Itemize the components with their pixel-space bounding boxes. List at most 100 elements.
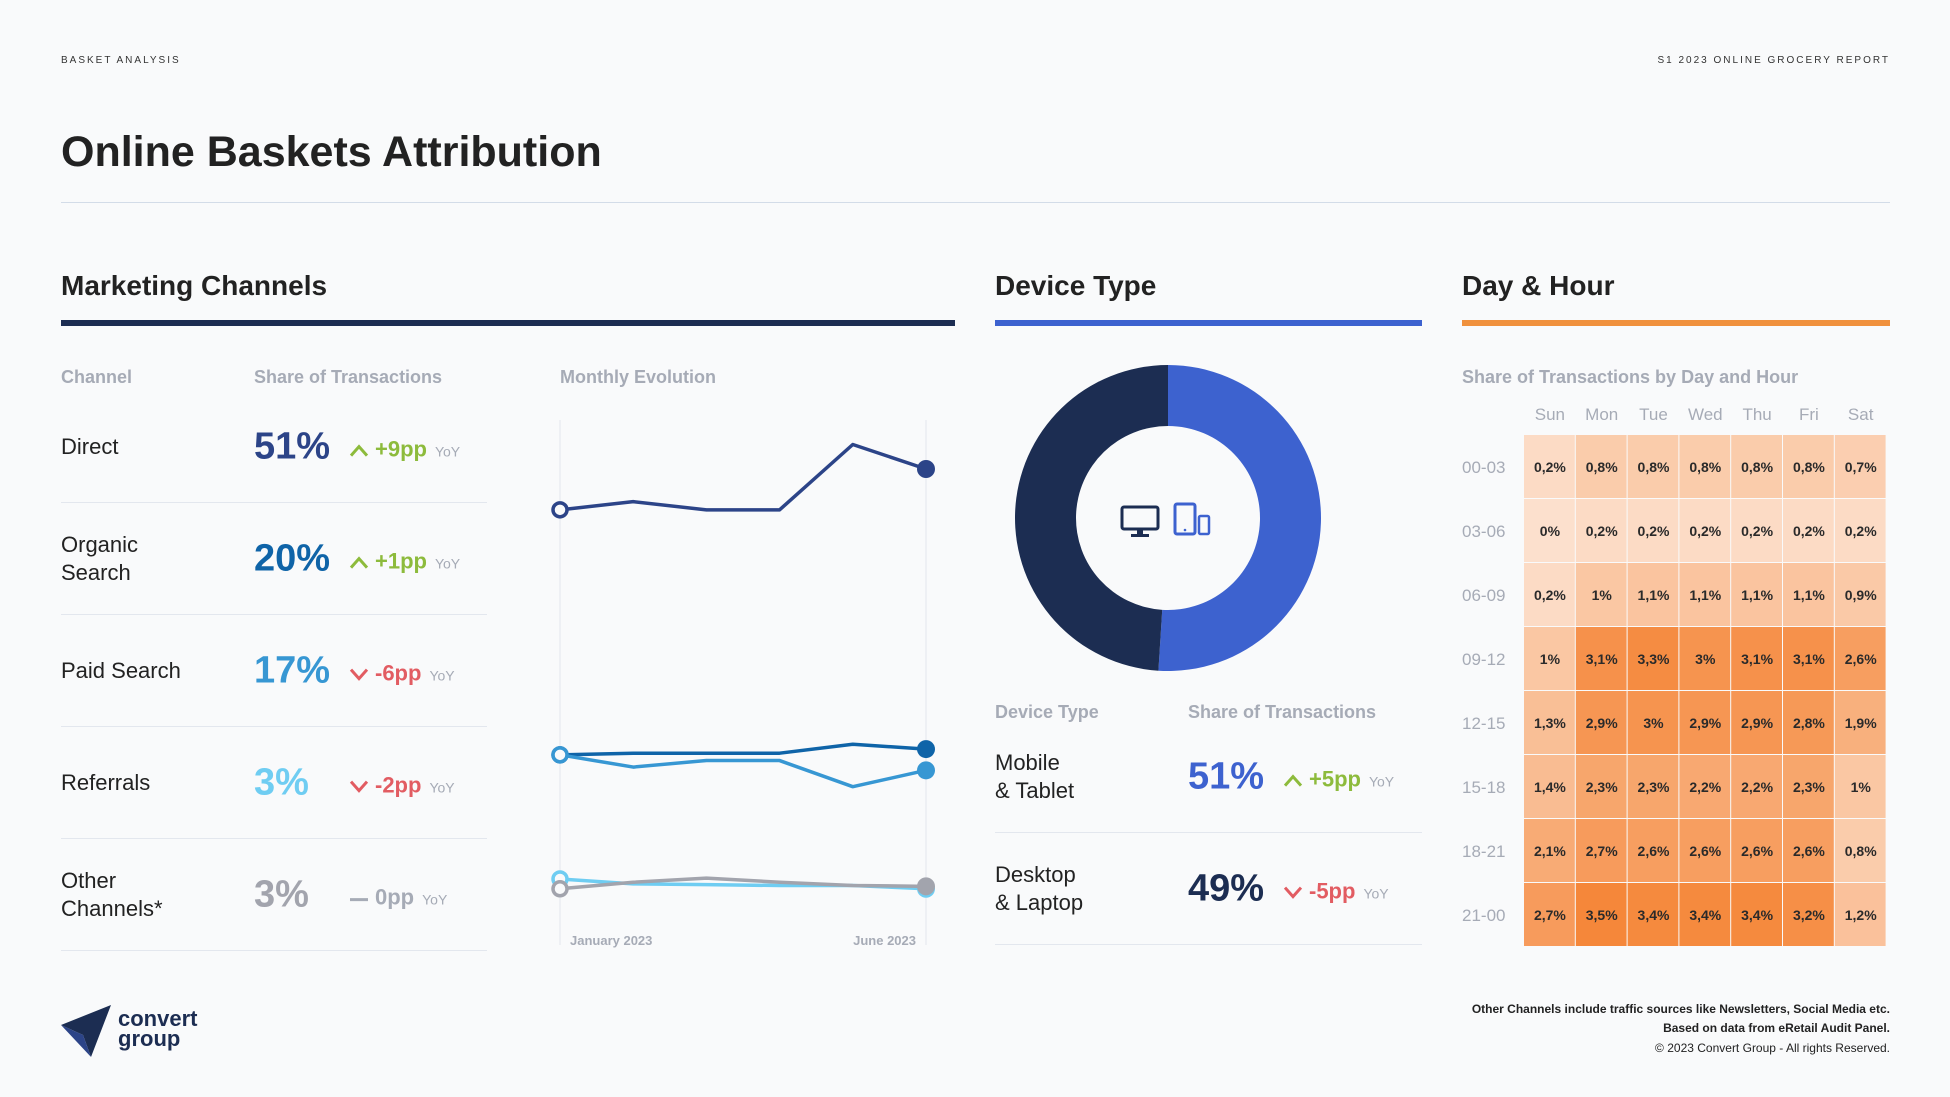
heatmap-row-label: 15-18 [1462,778,1505,797]
channel-delta-value: -6pp [375,660,422,686]
heatmap-cell-value: 0,8% [1638,459,1670,475]
heatmap-cell-value: 3,4% [1689,907,1721,923]
heatmap-cell [1627,819,1679,882]
heatmap-cell-value: 0% [1540,523,1561,539]
heatmap-row-label: 06-09 [1462,586,1505,605]
channel-row: Paid Search 17% -6pp YoY [61,615,487,727]
section-label: BASKET ANALYSIS [61,55,181,66]
tablet-icon [1173,502,1197,536]
series-line-4 [559,876,927,891]
dash-icon [350,897,368,901]
heatmap-cell [1783,627,1834,690]
heatmap-cell [1524,627,1575,690]
marketing-section-bar [61,320,955,326]
device-donut-chart [1015,365,1322,671]
heatmap-cell-value: 1,9% [1845,715,1877,731]
footnote-data-source: Based on data from eRetail Audit Panel. [1663,1021,1890,1035]
heatmap-col-label: Wed [1688,405,1723,424]
heatmap-cell-value: 2,6% [1689,843,1721,859]
heatmap-cell-value: 0,7% [1845,459,1877,475]
x-tick-label-end: June 2023 [853,933,916,948]
heatmap-cell [1575,691,1627,754]
heatmap-cell [1679,755,1731,818]
heatmap-cell-value: 2,6% [1793,843,1825,859]
arrow-down-icon [349,780,369,793]
device-share: 51% [1188,755,1265,797]
monthly-evolution-chart: January 2023 June 2023 [551,420,935,948]
heatmap-cell-value: 2,9% [1689,715,1721,731]
heatmap-cell [1783,691,1834,754]
heatmap-cell [1575,819,1627,882]
heatmap-cell-value: 0,8% [1741,459,1773,475]
logo-line-1: convert [118,1006,198,1031]
heatmap-row-label: 12-15 [1462,714,1505,733]
heatmap-cell [1524,755,1575,818]
channel-delta: -2pp YoY [349,772,455,798]
share-column-header: Share of Transactions [254,367,443,387]
heatmap-cell [1575,499,1627,562]
device-name: Mobile & Tablet [995,749,1075,803]
heatmap-cell [1679,691,1731,754]
heatmap-cell-value: 2,2% [1689,779,1721,795]
heatmap-cell [1731,627,1782,690]
heatmap-cell [1731,819,1782,882]
heatmap-cell-value: 1,3% [1534,715,1566,731]
channel-share: 17% [254,649,331,691]
heatmap-cell-value: 0,2% [1534,459,1566,475]
heatmap-cell [1524,819,1575,882]
heatmap-cell-value: 0,2% [1534,587,1566,603]
heatmap-cell [1834,435,1886,498]
heatmap-cell-value: 3,1% [1793,651,1825,667]
heatmap-cell [1783,755,1834,818]
evolution-column-header: Monthly Evolution [560,367,716,387]
heatmap-cell [1731,691,1782,754]
heatmap-col-label: Tue [1639,405,1668,424]
heatmap-cell-value: 3,2% [1793,907,1825,923]
heatmap-cell-value: 0,2% [1793,523,1825,539]
heatmap-cell [1731,499,1782,562]
heatmap-cell [1834,627,1886,690]
heatmap-cell [1731,563,1782,626]
series-line-1 [559,742,927,757]
heatmap-col-label: Sat [1848,405,1874,424]
series-end-point-2 [917,761,935,780]
heatmap-cell-value: 0,2% [1689,523,1721,539]
yoy-label: YoY [1363,885,1389,902]
heatmap-col-label: Sun [1535,405,1565,424]
channel-delta-value: +9pp [375,436,427,462]
channel-delta-value: 0pp [375,884,415,910]
heatmap-cell [1834,883,1886,946]
heatmap-cell-value: 0,2% [1638,523,1670,539]
heatmap-cell [1524,691,1575,754]
channel-name: Paid Search [61,657,181,683]
arrow-down-icon [349,668,369,681]
heatmap-cell-value: 2,9% [1741,715,1773,731]
arrow-up-icon [1283,774,1303,787]
device-name: Desktop & Laptop [995,861,1084,915]
heatmap-cell-value: 2,2% [1741,779,1773,795]
heatmap-cell [1627,883,1679,946]
dayhour-section-title: Day & Hour [1462,270,1615,301]
channel-share: 3% [254,873,309,915]
heatmap-cell-value: 1,4% [1534,779,1566,795]
series-line-0 [559,442,927,512]
channel-column-header: Channel [61,367,133,387]
heatmap-cell [1575,435,1627,498]
heatmap-cell-value: 2,6% [1845,651,1877,667]
heatmap-cell [1627,627,1679,690]
heatmap-col-label: Thu [1742,405,1771,424]
channel-share: 20% [254,537,331,579]
heatmap-cell [1731,755,1782,818]
donut-slice-1 [1015,365,1168,671]
heatmap-cell [1524,883,1575,946]
arrow-up-icon [349,556,369,569]
heatmap-cell-value: 0,8% [1845,843,1877,859]
heatmap-cell-value: 1,2% [1845,907,1877,923]
logo-line-2: group [118,1026,181,1051]
heatmap-cell-value: 0,9% [1845,587,1877,603]
device-delta-value: -5pp [1309,878,1356,904]
footnote-copyright: © 2023 Convert Group - All rights Reserv… [1655,1041,1890,1055]
heatmap-cell-value: 1% [1592,587,1613,603]
heatmap-cell [1834,499,1886,562]
device-row: Mobile & Tablet 51% +5pp YoY [995,721,1422,833]
